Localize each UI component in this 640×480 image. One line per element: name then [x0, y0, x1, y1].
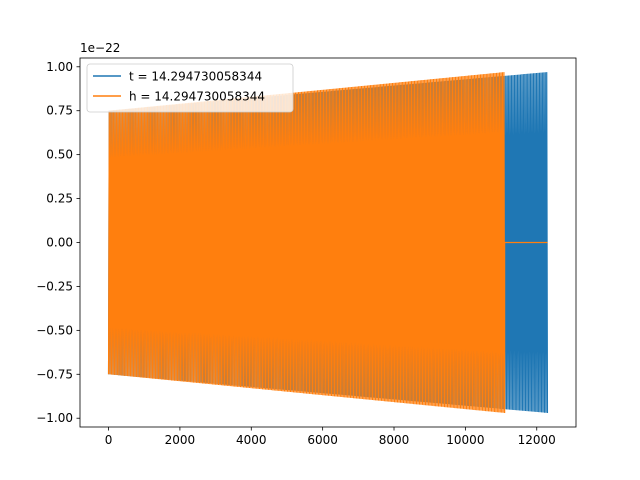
- y-tick-label: −0.75: [36, 367, 73, 381]
- y-offset-label: 1e−22: [80, 41, 120, 55]
- x-tick-label: 12000: [518, 433, 556, 447]
- x-tick-label: 8000: [379, 433, 410, 447]
- y-tick-label: 0.75: [46, 104, 73, 118]
- y-tick-label: −0.50: [36, 323, 73, 337]
- y-tick-label: 1.00: [46, 60, 73, 74]
- x-tick-label: 0: [105, 433, 113, 447]
- y-axis: 1.00 0.75 0.50 0.25 0.00 −0.25 −0.50 −0.75 −1.00: [36, 60, 80, 425]
- legend: t = 14.294730058344 h = 14.294730058344: [86, 63, 294, 113]
- y-tick-label: −0.25: [36, 279, 73, 293]
- y-tick-label: 0.50: [46, 148, 73, 162]
- series-line-2: [107, 72, 548, 413]
- x-tick-label: 4000: [236, 433, 267, 447]
- y-tick-label: −1.00: [36, 411, 73, 425]
- series-layer: [107, 72, 549, 413]
- x-tick-label: 2000: [165, 433, 196, 447]
- legend-label-2: h = 14.294730058344: [129, 90, 265, 104]
- legend-label-1: t = 14.294730058344: [129, 70, 262, 84]
- x-tick-label: 6000: [307, 433, 338, 447]
- y-tick-label: 0.25: [46, 192, 73, 206]
- y-tick-label: 0.00: [46, 236, 73, 250]
- x-axis: 0 2000 4000 6000 8000 10000 12000: [105, 427, 556, 447]
- x-tick-label: 10000: [446, 433, 484, 447]
- legend-box: [86, 63, 294, 113]
